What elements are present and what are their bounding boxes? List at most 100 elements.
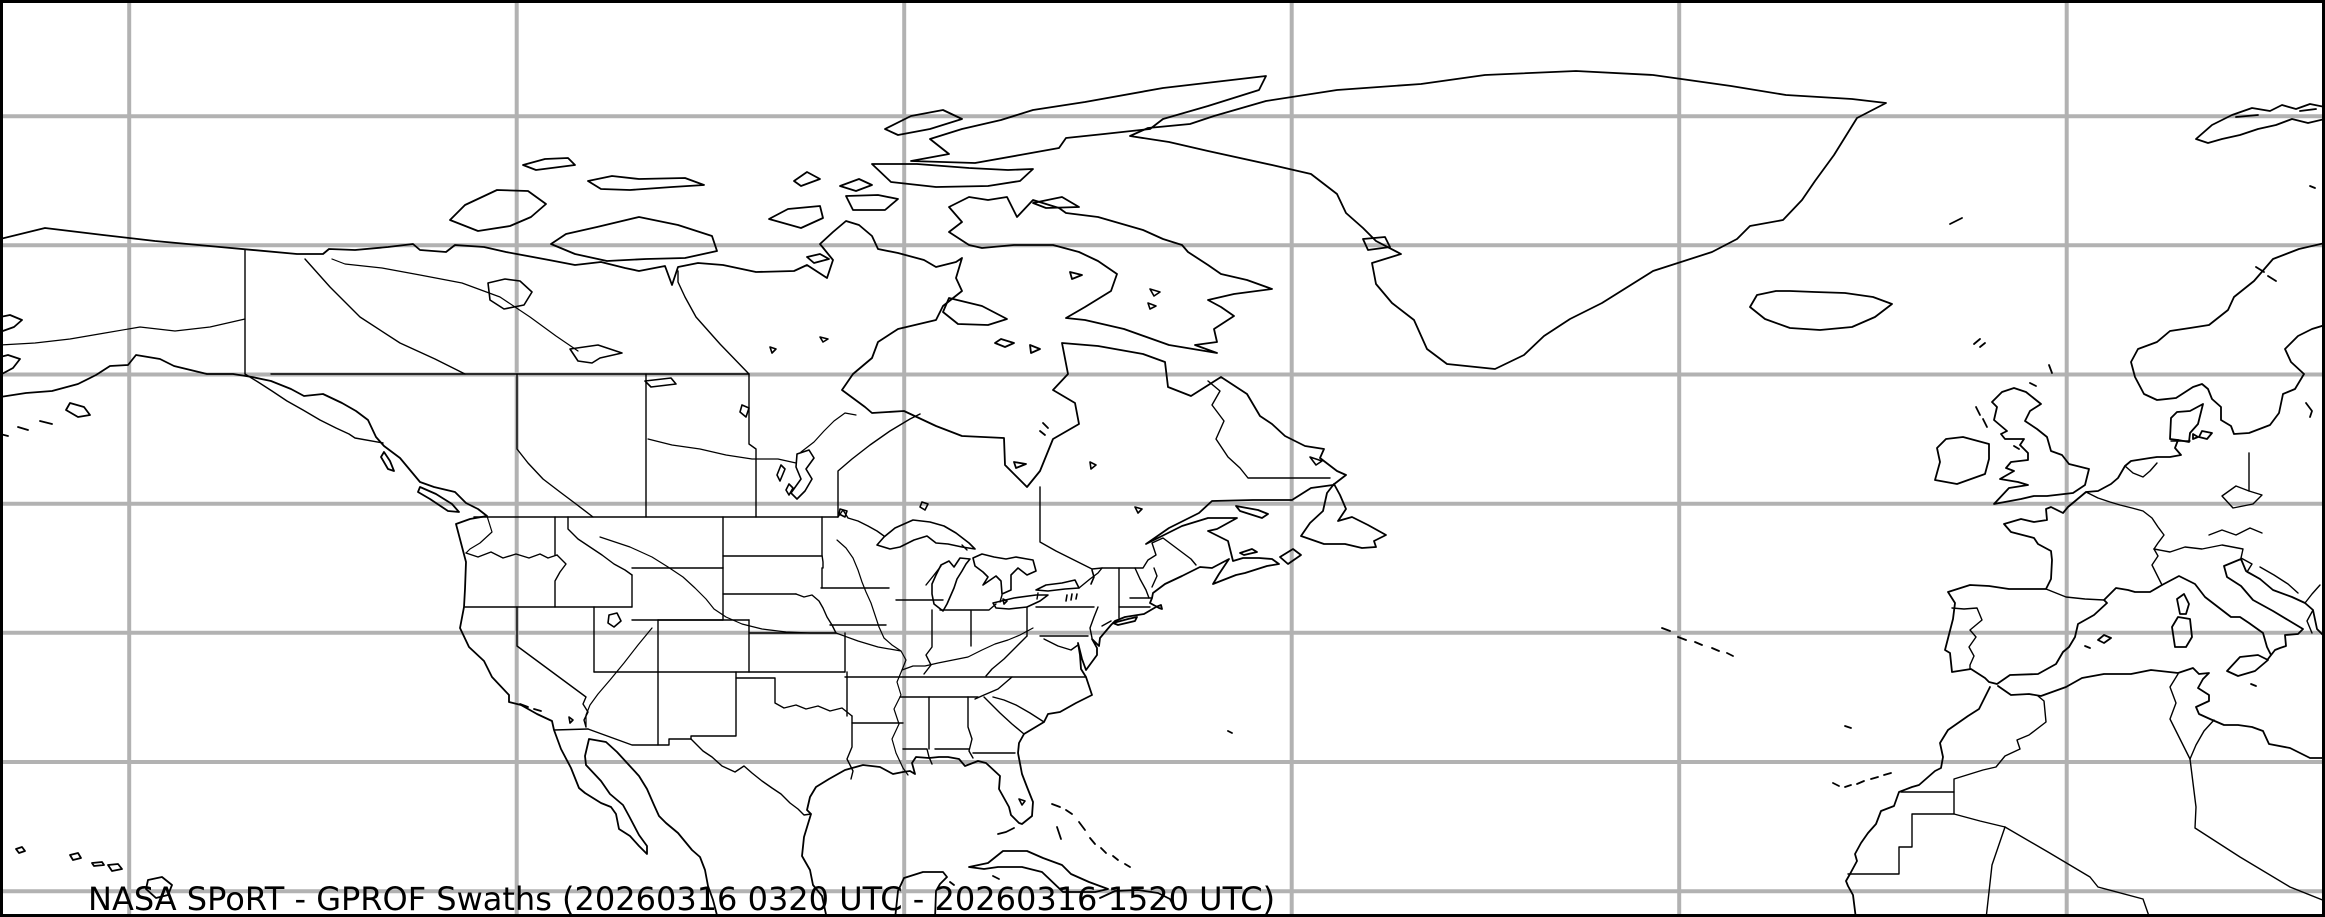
gotland <box>2305 402 2313 418</box>
svalbard <box>2195 103 2325 144</box>
france-italy <box>2151 548 2163 586</box>
lake-melville <box>1309 456 1323 466</box>
sicily <box>2226 654 2269 677</box>
devon-island <box>871 163 1034 188</box>
lake-athabasca <box>644 377 677 388</box>
azores <box>1661 627 1734 657</box>
lake-ontario <box>1035 579 1080 592</box>
nj-ny <box>1101 620 1112 627</box>
cape-breton-island <box>1279 548 1302 565</box>
colorado-river <box>585 627 653 728</box>
prince-patrick-island <box>522 157 576 171</box>
tx-nm <box>690 671 737 740</box>
saskatchewan-manitoba <box>748 373 757 518</box>
amadjuak-lake <box>1147 302 1157 310</box>
nettilling-lake <box>1149 288 1161 297</box>
mackenzie-river <box>331 258 579 352</box>
ca-nv-diagonal <box>516 606 589 728</box>
balkan-borders <box>2304 584 2321 634</box>
ohio-river <box>901 627 1034 671</box>
scandinavia-coast <box>2130 242 2325 435</box>
mn-nd-red-river <box>821 516 824 569</box>
lake-of-the-woods <box>838 508 848 518</box>
germany-austria <box>2208 527 2263 536</box>
rivers <box>0 258 1034 776</box>
victoria-island <box>550 216 718 262</box>
nc-sc <box>992 696 1045 723</box>
tx-la-sabine <box>846 715 854 780</box>
melville-island <box>587 175 705 191</box>
lake-winnipegosis <box>776 464 786 482</box>
mauritania-mali <box>1985 826 2006 917</box>
shetland <box>2048 364 2053 374</box>
denmark-zealand <box>2198 430 2213 440</box>
haida-gwaii <box>380 451 395 472</box>
africa-atlantic-coast <box>1845 686 1991 917</box>
lakes <box>487 278 1323 806</box>
lake-okeechobee <box>1018 798 1026 806</box>
france-belgium-germany <box>2085 491 2165 550</box>
king-william-island <box>806 253 830 264</box>
border-st-marys <box>961 544 968 551</box>
lake-nipigon <box>919 501 929 511</box>
id-mt-bitterroot <box>567 516 633 576</box>
vancouver-island <box>417 486 460 513</box>
md-va-potomac <box>1043 638 1079 651</box>
ok-tx-red-river <box>735 677 853 717</box>
ca-mexico <box>553 728 589 731</box>
algeria-libya-niger <box>2189 758 2325 902</box>
faroe-islands <box>1973 338 1986 348</box>
slovenia-croatia <box>2240 557 2261 580</box>
prince-charles-island <box>1069 271 1083 280</box>
az-mexico <box>587 728 692 746</box>
bylot-island <box>1032 196 1080 209</box>
lac-st-jean <box>1134 506 1143 514</box>
great-slave-lake <box>569 344 623 364</box>
north-america-pacific <box>0 354 719 917</box>
bermuda <box>1227 730 1233 734</box>
saskatchewan-river <box>647 438 797 464</box>
manitoba-ontario <box>837 413 921 518</box>
ontario-quebec <box>1039 486 1103 570</box>
baffin-island <box>948 196 1273 354</box>
me-nh <box>1151 567 1158 588</box>
jan-mayen <box>1949 217 1963 225</box>
madeira <box>1844 725 1852 729</box>
lake-michigan <box>931 557 971 612</box>
cornwallis-island <box>839 178 873 192</box>
bc-alberta <box>516 373 594 518</box>
spain-portugal <box>1951 607 1983 670</box>
newfoundland <box>1300 483 1387 549</box>
western-sahara-steps <box>1847 791 1955 875</box>
florida-keys <box>997 827 1015 835</box>
hawaii-maui <box>107 863 123 872</box>
belcher-islands <box>1039 422 1049 436</box>
mississippi-river <box>836 539 909 776</box>
southampton-island <box>942 297 1008 326</box>
croatia-bosnia <box>2259 566 2299 594</box>
coats-island <box>994 338 1015 348</box>
missouri-river <box>599 536 902 652</box>
cuba <box>968 850 1109 893</box>
coastlines <box>0 70 2325 917</box>
lake-mistassini <box>1089 461 1097 470</box>
bear-island <box>2309 185 2316 189</box>
columbia-river <box>465 515 493 554</box>
greenland <box>1129 70 1887 370</box>
yucatan <box>894 871 948 917</box>
wv-va <box>985 635 1028 677</box>
hawaii-big-island <box>145 876 173 899</box>
alaska-kuskokwim-stub <box>0 354 21 376</box>
lake-huron <box>972 553 1037 595</box>
reindeer-lake <box>739 404 750 418</box>
yukon-nwt <box>304 258 466 375</box>
us-canada-st-lawrence <box>1078 537 1197 589</box>
vt-nh-connecticut-river <box>1134 567 1150 599</box>
prince-of-wales-island <box>768 205 824 229</box>
north-america-arctic-atlantic-gulf <box>0 220 1347 917</box>
ibiza <box>2084 645 2091 649</box>
mansel-island <box>1029 344 1041 354</box>
